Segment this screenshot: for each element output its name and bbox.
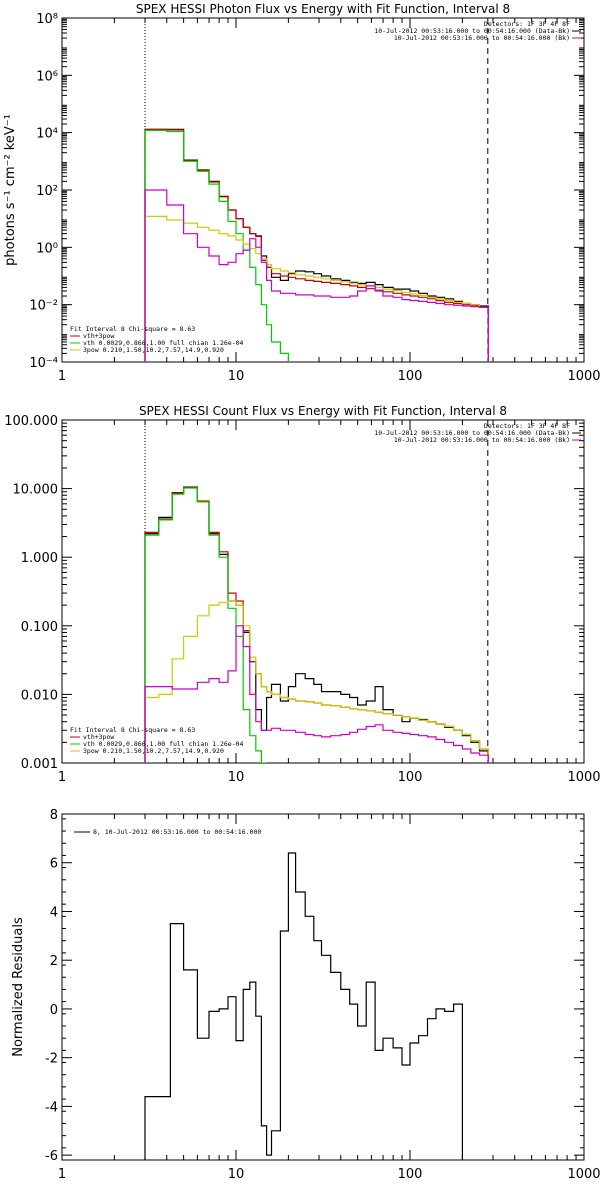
legend: 8, 10-Jul-2012 00:53:16.000 to 00:54:16.… [74,828,261,836]
y-tick-label: 6 [50,857,58,872]
x-tick-label: 100 [398,369,423,384]
y-axis-label: Normalized Residuals [11,917,26,1057]
y-tick-label: 10⁴ [36,127,58,142]
legend-entry: Fit Interval 8 Chi-square = 8.63 [70,726,195,734]
y-tick-label: 10⁻² [29,299,58,314]
legend-entry: Fit Interval 8 Chi-square = 8.63 [70,325,195,333]
chart-title: SPEX HESSI Count Flux vs Energy with Fit… [139,404,507,418]
y-tick-label: 10.000 [13,483,59,498]
series-line [144,600,489,763]
y-tick-label: 10⁰ [36,241,58,256]
y-axis: 10⁻⁴ 10⁻² 10⁰ 10² 10⁴ 10⁶ 10⁸ [29,12,584,371]
x-tick-label: 1 [58,369,66,384]
series-line [144,487,489,763]
y-tick-label: -6 [45,1149,58,1164]
x-tick-label: 1 [58,1167,66,1182]
series-line [144,215,489,362]
y-tick-label: 10⁶ [36,69,58,84]
legend-entry: 3pow 0.210,1.50,10.2,7.57,14.9,0.920 [83,346,224,354]
series-line [144,129,289,362]
header-line: 10-Jul-2012 00:53:16.000 to 00:54:16.000… [394,34,570,42]
series-line [144,625,489,763]
x-axis: 1 10 100 1000 [58,814,600,1182]
y-axis: -6 -4 -2 0 2 4 6 8 [45,808,584,1164]
y-tick-label: -4 [45,1100,58,1115]
series-group [144,128,489,362]
plot-frame [61,419,585,764]
y-tick-label: 0.001 [21,757,58,772]
legend-entry: 3pow 0.210,1.50,10.2,7.57,14.9,0.920 [83,747,224,755]
chart-title: SPEX HESSI Photon Flux vs Energy with Fi… [136,2,510,16]
legend-entry: 8, 10-Jul-2012 00:53:16.000 to 00:54:16.… [93,828,261,836]
y-tick-label: 4 [50,905,58,920]
series-line [144,852,463,1160]
panel-1: SPEX HESSI Photon Flux vs Energy with Fi… [3,2,600,384]
series-line [144,128,489,362]
y-tick-label: 10⁻⁴ [29,356,58,371]
legend-entry: vth+3pow [83,733,114,741]
y-tick-label: 2 [50,954,58,969]
series-line [144,128,489,362]
x-tick-label: 1 [58,770,66,785]
header-line: 10-Jul-2012 00:53:16.000 to 00:54:16.000… [374,27,570,35]
y-axis-label: photons s⁻¹ cm⁻² keV⁻¹ [3,114,18,266]
y-axis: 0.001 0.010 0.100 1.000 10.000 100.000 [4,414,584,772]
x-tick-label: 1000 [567,369,600,384]
series-group [144,852,463,1160]
plot-frame [61,813,585,1161]
y-tick-label: 100.000 [4,414,58,429]
y-tick-label: -2 [45,1052,58,1067]
x-tick-label: 1000 [567,1167,600,1182]
x-tick-label: 100 [398,770,423,785]
legend-entry: vth+3pow [83,332,114,340]
y-tick-label: 0.100 [21,620,58,635]
panel-3: Normalized Residuals 1 10 100 1000 -6 -4 -2 0 2 4 6… [11,808,600,1182]
legend-entry: vth 0.0029,0.866,1.00 full chian 1.26e-0… [83,740,244,748]
y-tick-label: 1.000 [21,551,58,566]
x-tick-label: 10 [228,770,245,785]
legend: Fit Interval 8 Chi-square = 8.63vth+3pow… [70,325,244,354]
header-line: Detectors: 1F 3F 4F 8F [484,20,570,28]
x-tick-label: 10 [228,1167,245,1182]
panel-2: SPEX HESSI Count Flux vs Energy with Fit… [4,404,600,785]
series-line [144,487,267,763]
legend-entry: vth 0.0029,0.866,1.00 full chian 1.26e-0… [83,339,244,347]
x-axis: 1 10 100 1000 [58,18,600,384]
x-tick-label: 1000 [567,770,600,785]
header-line: 10-Jul-2012 00:53:16.000 to 00:54:16.000… [394,436,570,444]
y-tick-label: 8 [50,808,58,823]
series-group [144,486,489,763]
series-line [144,189,489,362]
x-tick-label: 10 [228,369,245,384]
legend: Fit Interval 8 Chi-square = 8.63vth+3pow… [70,726,244,755]
y-tick-label: 0.010 [21,688,58,703]
y-tick-label: 10² [36,184,58,199]
header-line: 10-Jul-2012 00:53:16.000 to 00:54:16.000… [374,429,570,437]
y-tick-label: 10⁸ [36,12,58,27]
plot-frame [61,17,585,363]
y-tick-label: 0 [50,1003,58,1018]
header-line: Detectors: 1F 3F 4F 8F [484,422,570,430]
series-line [144,486,489,763]
x-tick-label: 100 [398,1167,423,1182]
